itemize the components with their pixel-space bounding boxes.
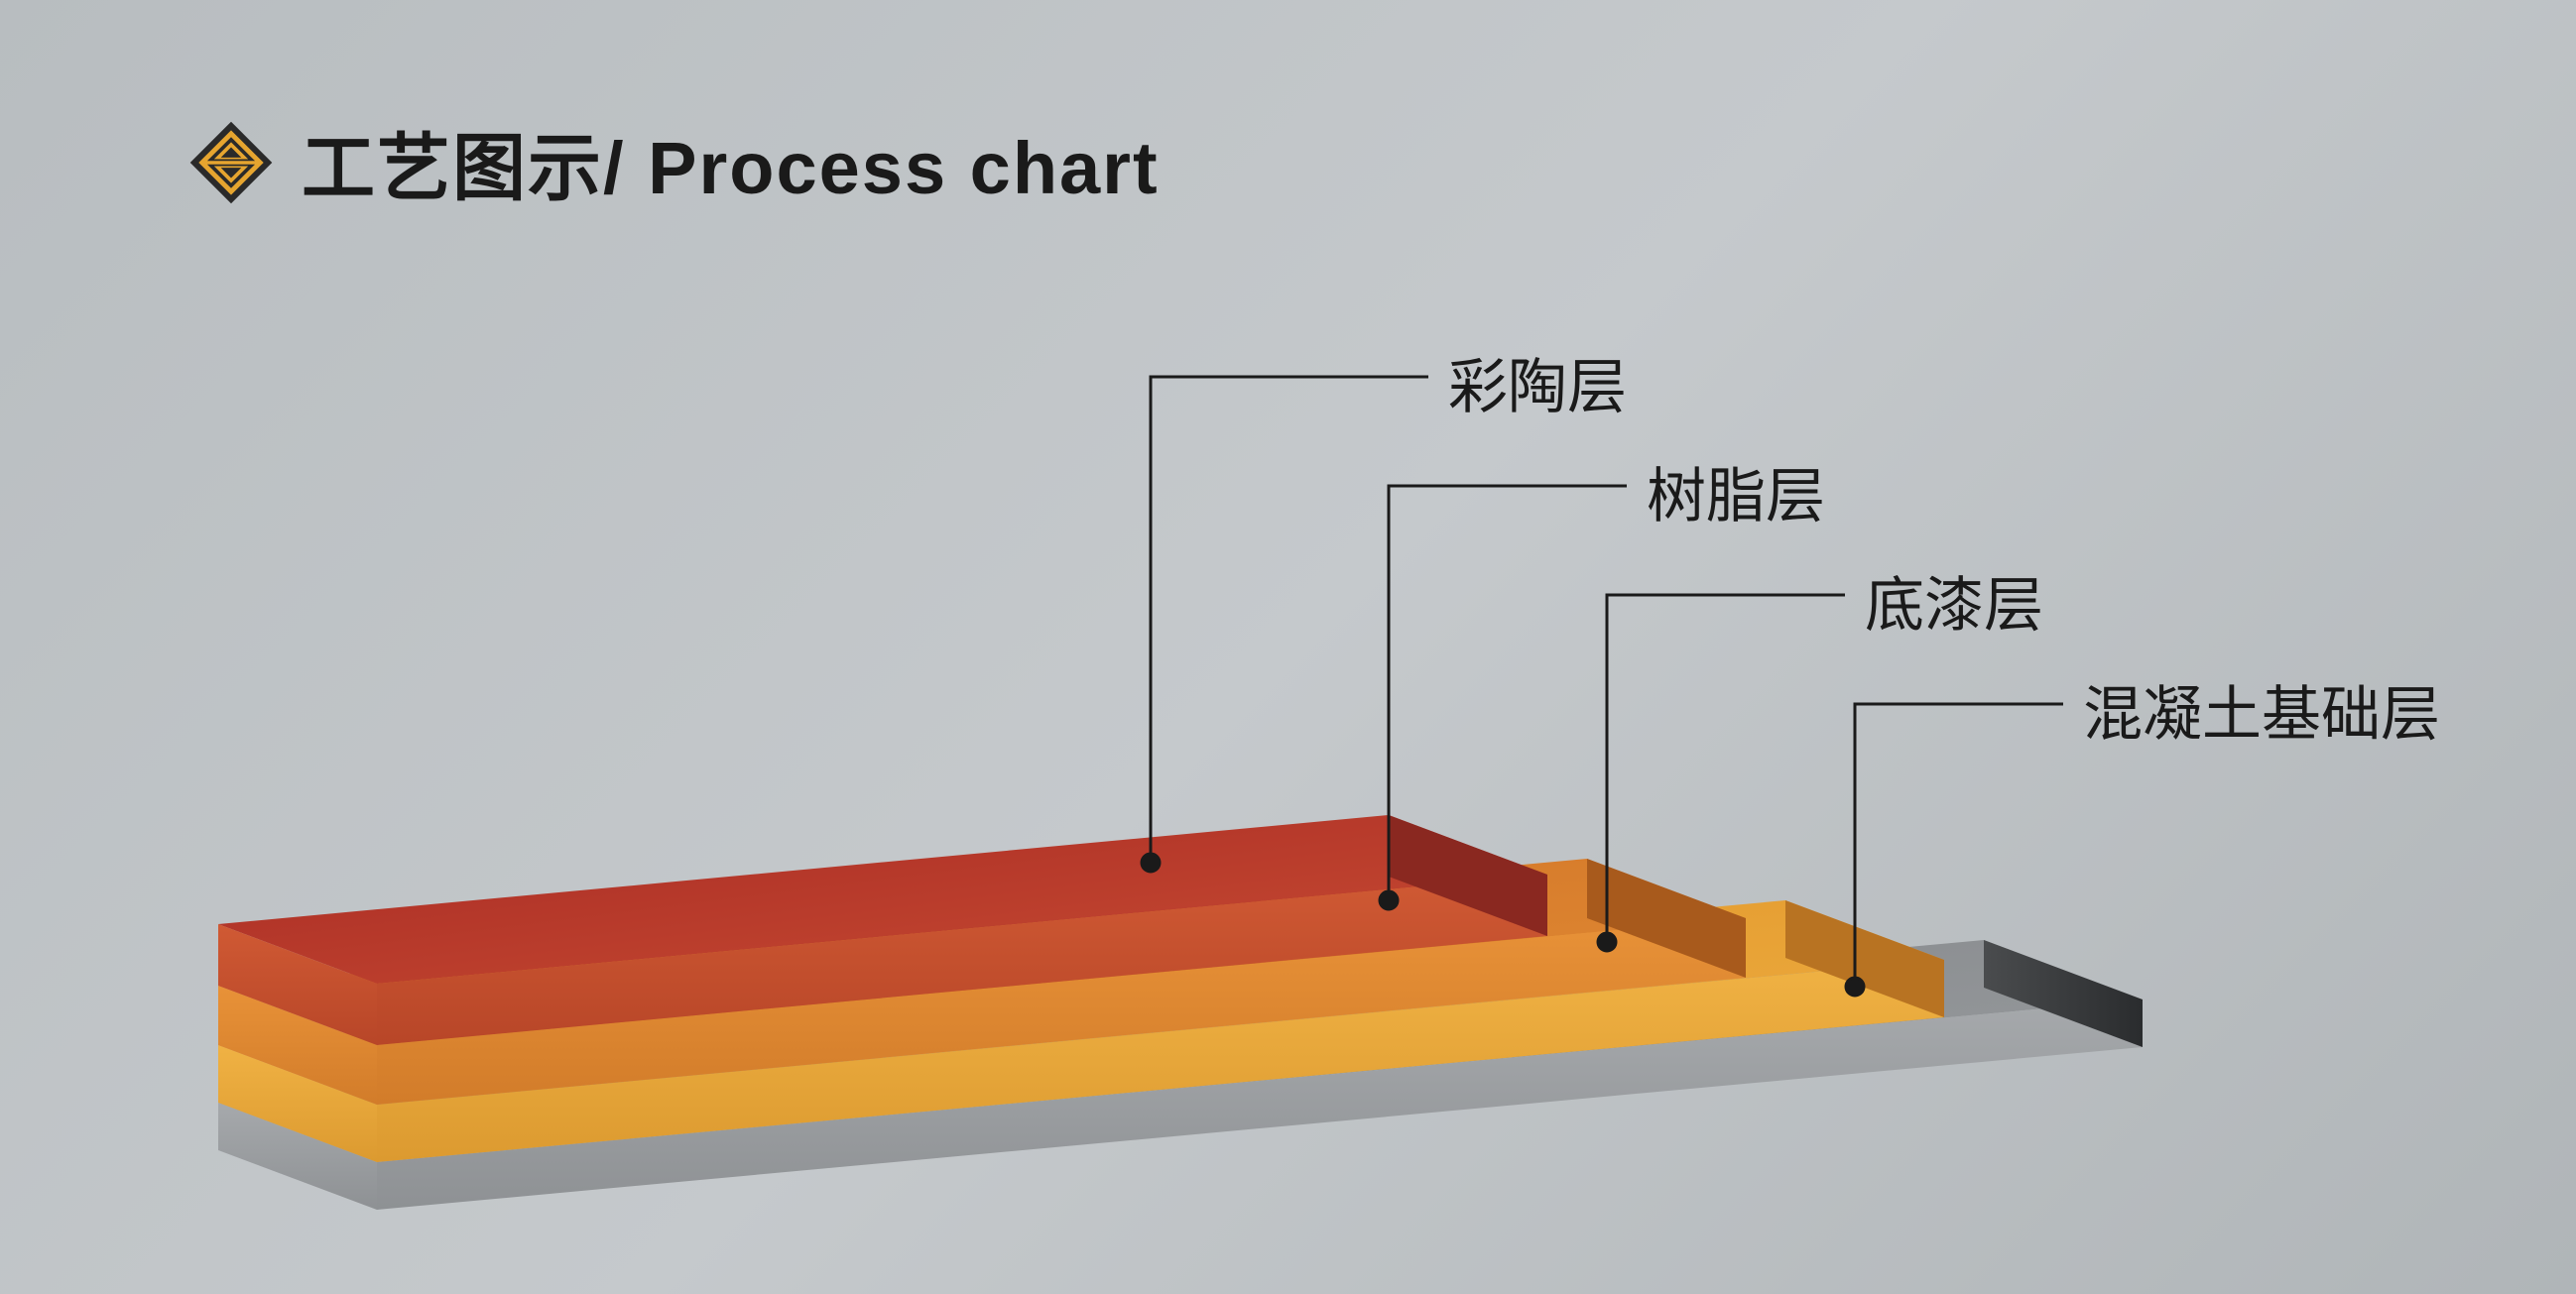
process-chart-container: 工艺图示/ Process chart (0, 0, 2576, 1294)
label-layer-primer: 底漆层 (1865, 557, 2043, 644)
label-layer-resin: 树脂层 (1647, 448, 1825, 534)
label-layer-concrete: 混凝土基础层 (2083, 666, 2440, 753)
label-layer-top: 彩陶层 (1448, 339, 1627, 425)
layer-stack-diagram (0, 0, 2576, 1294)
